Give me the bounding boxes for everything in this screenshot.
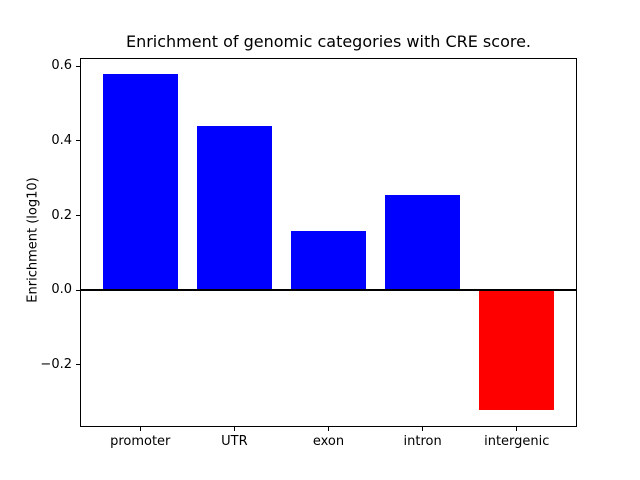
- bar-intron: [384, 195, 461, 291]
- x-tick-label-intergenic: intergenic: [484, 434, 550, 449]
- x-tick-mark: [516, 427, 518, 431]
- x-tick-mark: [328, 427, 329, 431]
- x-tick-label-promoter: promoter: [110, 434, 171, 449]
- bar-promoter: [102, 73, 178, 291]
- bars-layer: [80, 58, 577, 427]
- bar-intergenic: [479, 290, 555, 410]
- y-tick-label: 0.6: [51, 58, 72, 74]
- y-tick-label: −0.2: [40, 356, 72, 372]
- y-tick-mark: [76, 65, 80, 67]
- y-tick-label: 0.4: [51, 132, 72, 148]
- x-tick-label-UTR: UTR: [221, 434, 248, 449]
- plot-frame: [80, 58, 577, 427]
- y-tick-mark: [76, 289, 80, 291]
- zero-line-layer: [80, 58, 577, 427]
- chart-title: Enrichment of genomic categories with CR…: [125, 32, 532, 51]
- bar-UTR: [196, 126, 273, 291]
- y-tick-mark: [76, 140, 80, 142]
- y-tick-label: 0.0: [51, 282, 72, 298]
- x-tick-label-intron: intron: [403, 434, 442, 449]
- y-tick-mark: [76, 364, 80, 366]
- y-tick-label: 0.2: [51, 207, 72, 223]
- x-tick-mark: [422, 427, 424, 431]
- bar-exon: [290, 230, 367, 291]
- zero-line: [80, 289, 577, 292]
- x-tick-mark: [233, 427, 235, 431]
- x-tick-label-exon: exon: [312, 434, 345, 449]
- y-tick-mark: [76, 215, 80, 217]
- x-tick-mark: [139, 427, 141, 431]
